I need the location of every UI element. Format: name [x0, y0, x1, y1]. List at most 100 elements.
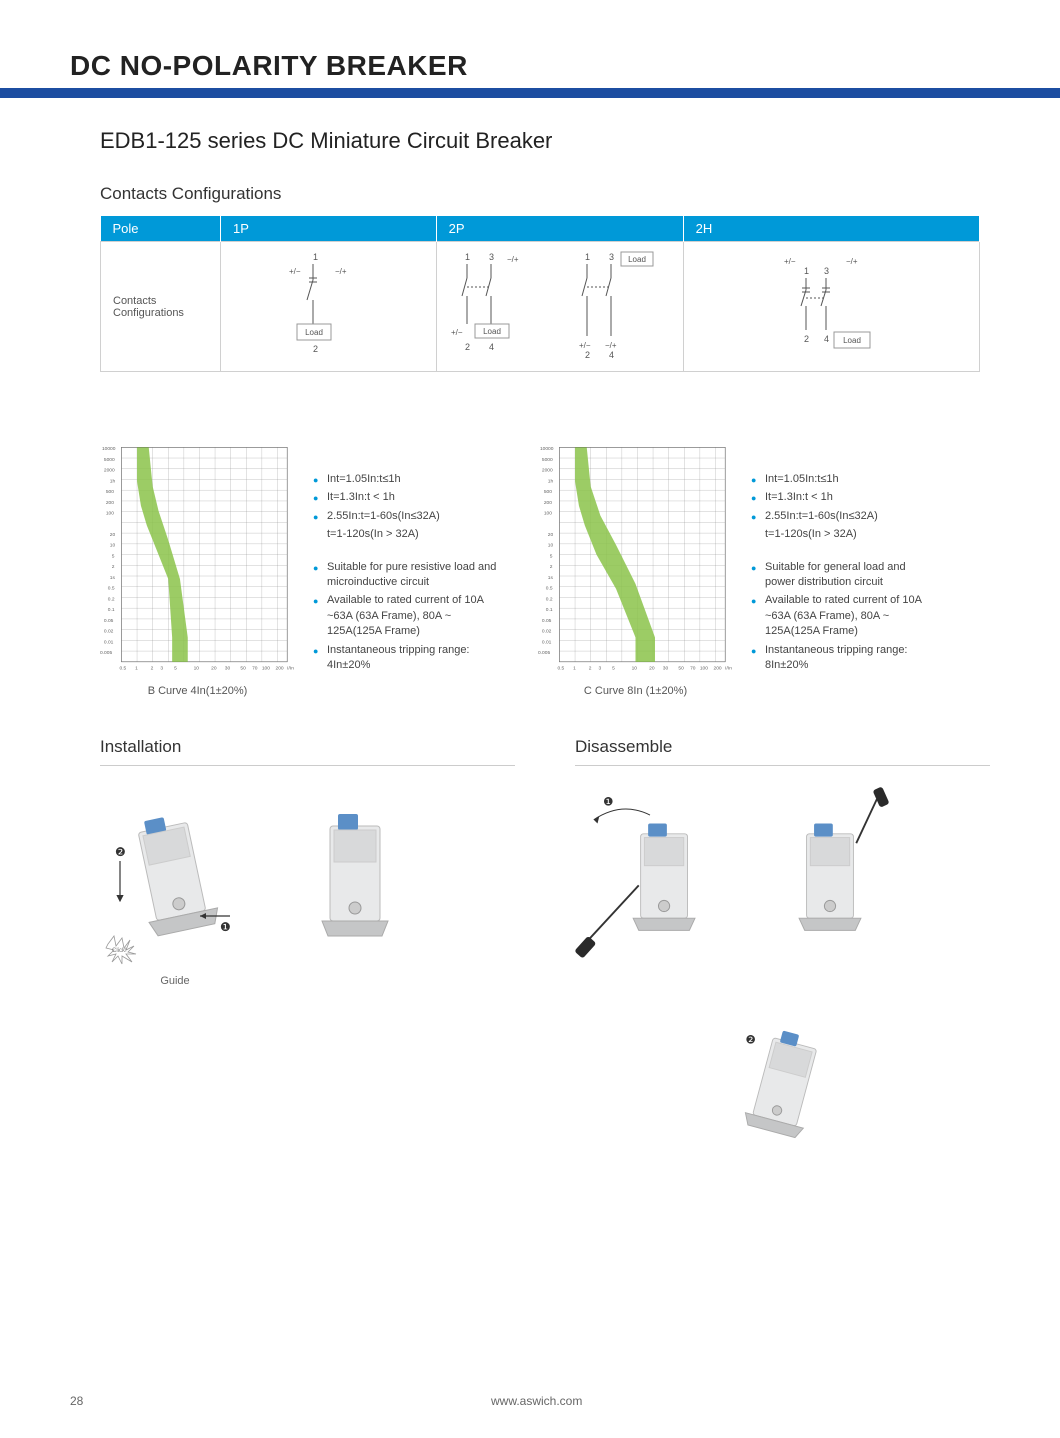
- svg-text:1h: 1h: [110, 478, 116, 484]
- svg-text:2: 2: [550, 564, 553, 570]
- disassemble-rule: [575, 765, 990, 766]
- svg-text:❷: ❷: [115, 845, 126, 859]
- svg-text:200: 200: [276, 666, 284, 672]
- breaker-dis-1: ❶: [575, 786, 725, 966]
- breaker-dis-2: [755, 786, 905, 966]
- svg-text:50: 50: [240, 666, 246, 672]
- svg-text:0.1: 0.1: [546, 607, 553, 613]
- svg-text:0.005: 0.005: [538, 650, 550, 656]
- svg-text:10: 10: [632, 666, 638, 672]
- circuit-2h: +/− −/+ 1 3 2 4 Load: [683, 242, 979, 372]
- svg-text:0.5: 0.5: [558, 666, 565, 672]
- svg-text:5: 5: [612, 666, 615, 672]
- svg-text:100: 100: [262, 666, 270, 672]
- svg-text:1: 1: [804, 266, 809, 276]
- footer: 28 www.aswich.com: [70, 1394, 990, 1408]
- chart-b-notes: Int=1.05In:t≤1h It=1.3In:t < 1h 2.55In:t…: [313, 442, 498, 697]
- svg-text:0.01: 0.01: [542, 639, 552, 645]
- svg-text:1s: 1s: [110, 575, 116, 581]
- svg-text:200: 200: [714, 666, 722, 672]
- svg-text:Load: Load: [305, 328, 323, 337]
- svg-text:20: 20: [649, 666, 655, 672]
- installation-rule: [100, 765, 515, 766]
- svg-text:4: 4: [609, 350, 614, 360]
- svg-text:2000: 2000: [542, 468, 553, 474]
- svg-text:0.1: 0.1: [108, 607, 115, 613]
- svg-text:2: 2: [589, 666, 592, 672]
- installation-col: Installation ❷ ❶: [100, 737, 515, 1171]
- svg-text:5000: 5000: [542, 457, 553, 463]
- svg-text:3: 3: [160, 666, 163, 672]
- svg-text:10000: 10000: [102, 446, 116, 452]
- footer-site: www.aswich.com: [83, 1394, 990, 1408]
- svg-text:4: 4: [489, 342, 494, 352]
- svg-text:❶: ❶: [220, 920, 231, 934]
- svg-text:0.05: 0.05: [542, 618, 552, 624]
- col-2p: 2P: [436, 216, 683, 242]
- svg-text:Load: Load: [483, 327, 501, 336]
- disassemble-title: Disassemble: [575, 737, 990, 757]
- svg-text:1: 1: [135, 666, 138, 672]
- svg-text:Load: Load: [843, 336, 861, 345]
- col-1p: 1P: [221, 216, 437, 242]
- guide-label: Guide: [100, 975, 250, 987]
- svg-text:200: 200: [106, 500, 114, 506]
- chart-c-block: 10000500020001h 50020010020 10521s 0.50.…: [538, 442, 936, 697]
- page-title: DC NO-POLARITY BREAKER: [70, 50, 990, 82]
- svg-text:500: 500: [106, 489, 114, 495]
- title-bar: [0, 88, 1060, 98]
- svg-text:10: 10: [194, 666, 200, 672]
- circuit-2p: 1 3 −/+ Load +/− 2 4 1 3: [436, 242, 683, 372]
- col-2h: 2H: [683, 216, 979, 242]
- svg-text:I/In: I/In: [725, 666, 732, 672]
- svg-text:0.5: 0.5: [120, 666, 127, 672]
- svg-text:0.05: 0.05: [104, 618, 114, 624]
- svg-text:10000: 10000: [540, 446, 554, 452]
- svg-text:Click!: Click!: [112, 948, 127, 954]
- svg-text:30: 30: [663, 666, 669, 672]
- svg-text:1: 1: [585, 252, 590, 262]
- disassemble-col: Disassemble ❶: [575, 737, 990, 1171]
- svg-text:5: 5: [174, 666, 177, 672]
- svg-text:+/−: +/−: [289, 267, 301, 276]
- svg-text:3: 3: [824, 266, 829, 276]
- svg-text:2: 2: [465, 342, 470, 352]
- svg-text:4: 4: [824, 334, 829, 344]
- svg-text:20: 20: [110, 532, 116, 538]
- svg-text:−/+: −/+: [846, 257, 858, 266]
- svg-text:1s: 1s: [548, 575, 554, 581]
- svg-text:0.2: 0.2: [546, 596, 553, 602]
- svg-text:100: 100: [544, 511, 552, 517]
- breaker-dis-3: ❷: [708, 991, 858, 1171]
- svg-text:2: 2: [585, 350, 590, 360]
- chart-c-svg: 10000500020001h 50020010020 10521s 0.50.…: [538, 442, 733, 672]
- breaker-install-2: [280, 786, 430, 966]
- svg-text:2: 2: [151, 666, 154, 672]
- svg-text:100: 100: [700, 666, 708, 672]
- svg-text:70: 70: [252, 666, 258, 672]
- svg-text:I/In: I/In: [287, 666, 294, 672]
- svg-text:10: 10: [110, 543, 116, 549]
- svg-text:❶: ❶: [603, 797, 613, 809]
- svg-text:50: 50: [678, 666, 684, 672]
- row-label: Contacts Configurations: [101, 242, 221, 372]
- svg-text:200: 200: [544, 500, 552, 506]
- svg-text:+/−: +/−: [784, 257, 796, 266]
- svg-text:20: 20: [548, 532, 554, 538]
- svg-text:❷: ❷: [745, 1035, 755, 1047]
- chart-b-block: 10000500020001h 50020010020 10521s 0.50.…: [100, 442, 498, 697]
- chart-b-svg: 10000500020001h 50020010020 10521s 0.50.…: [100, 442, 295, 672]
- svg-text:5: 5: [112, 553, 115, 559]
- svg-text:0.2: 0.2: [108, 596, 115, 602]
- svg-text:2000: 2000: [104, 468, 115, 474]
- svg-text:30: 30: [225, 666, 231, 672]
- svg-text:1: 1: [313, 252, 318, 262]
- subtitle: EDB1-125 series DC Miniature Circuit Bre…: [100, 128, 990, 154]
- svg-text:0.02: 0.02: [542, 629, 552, 635]
- svg-text:0.02: 0.02: [104, 629, 114, 635]
- svg-text:1: 1: [465, 252, 470, 262]
- svg-text:10: 10: [548, 543, 554, 549]
- page-number: 28: [70, 1394, 83, 1408]
- svg-text:0.5: 0.5: [108, 586, 115, 592]
- contacts-section-title: Contacts Configurations: [100, 184, 990, 204]
